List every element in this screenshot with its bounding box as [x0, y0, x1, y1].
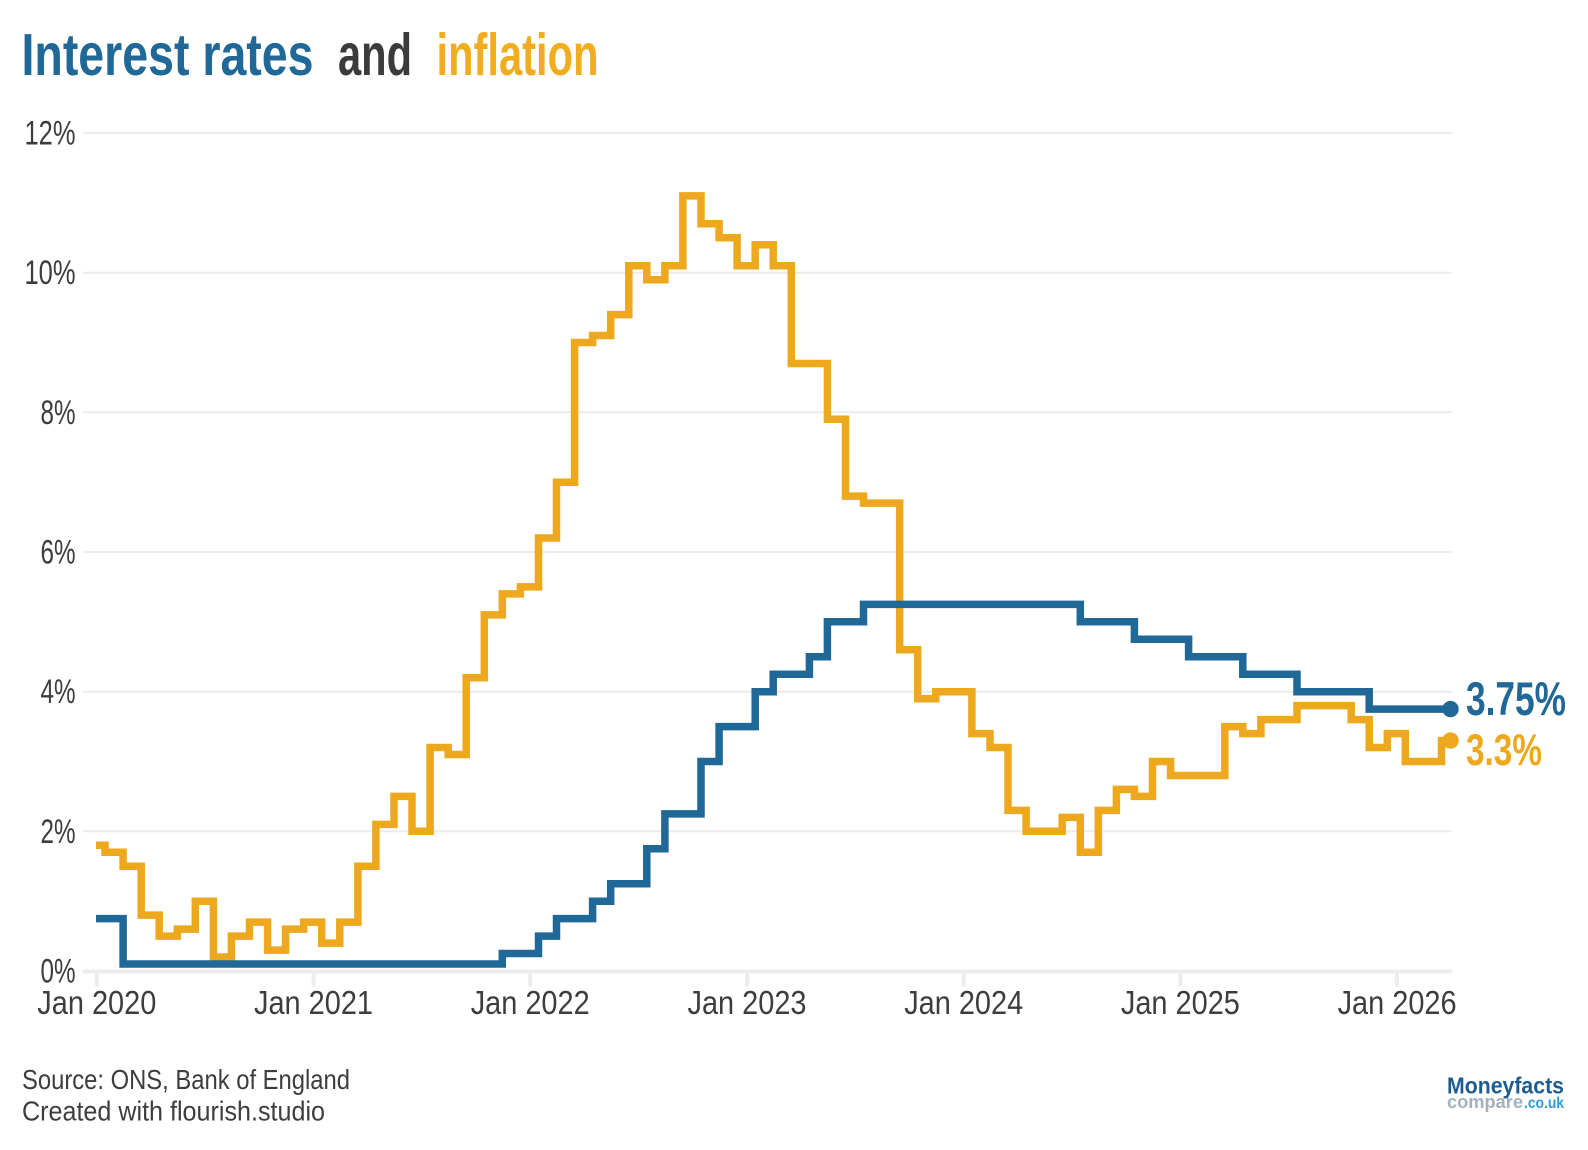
svg-text:8%: 8%	[41, 394, 76, 432]
svg-text:Source: ONS, Bank of England: Source: ONS, Bank of England	[22, 1064, 350, 1095]
svg-text:inflation: inflation	[437, 22, 599, 88]
svg-text:compare: compare	[1447, 1091, 1523, 1112]
svg-text:Jan 2026: Jan 2026	[1338, 984, 1457, 1021]
svg-text:and: and	[338, 22, 412, 88]
svg-text:Jan 2025: Jan 2025	[1121, 984, 1240, 1021]
svg-text:4%: 4%	[41, 673, 76, 711]
svg-text:Jan 2023: Jan 2023	[688, 984, 807, 1021]
svg-text:Jan 2020: Jan 2020	[37, 984, 156, 1021]
svg-text:Moneyfacts: Moneyfacts	[1447, 1073, 1564, 1099]
svg-text:Interest rates: Interest rates	[22, 22, 314, 88]
svg-text:Created with flourish.studio: Created with flourish.studio	[22, 1096, 325, 1127]
svg-text:12%: 12%	[25, 115, 76, 153]
svg-text:.co.uk: .co.uk	[1524, 1095, 1564, 1112]
svg-text:2%: 2%	[41, 813, 76, 851]
svg-text:0%: 0%	[41, 953, 76, 991]
svg-text:3.75%: 3.75%	[1466, 673, 1566, 726]
svg-text:10%: 10%	[25, 254, 76, 292]
svg-text:Jan 2022: Jan 2022	[471, 984, 590, 1021]
svg-text:Jan 2021: Jan 2021	[254, 984, 373, 1021]
svg-text:6%: 6%	[41, 534, 76, 572]
svg-text:Jan 2024: Jan 2024	[904, 984, 1023, 1021]
svg-text:3.3%: 3.3%	[1466, 726, 1542, 775]
